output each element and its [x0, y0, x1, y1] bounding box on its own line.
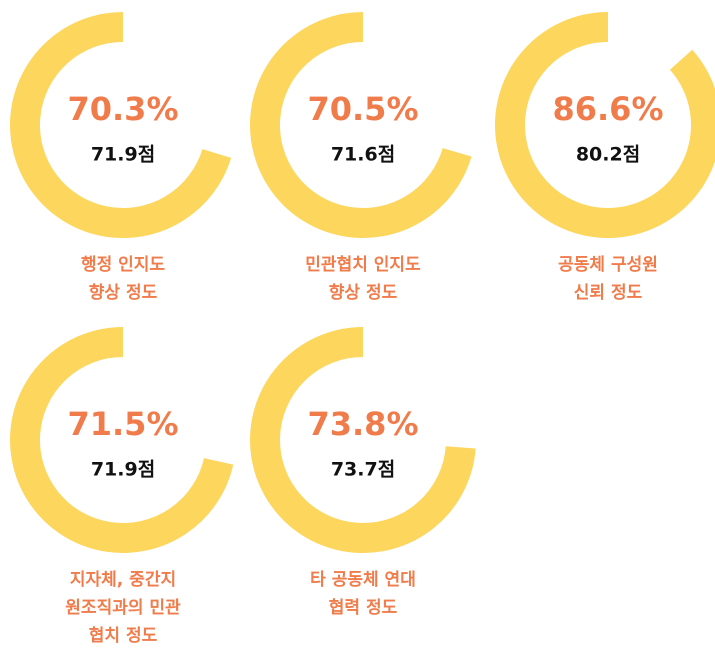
category-label: 공동체 구성원: [558, 255, 658, 275]
score-label: 80.2점: [576, 144, 640, 166]
donut-arc: [10, 12, 232, 238]
category-label: 행정 인지도: [81, 255, 165, 275]
donut-arc: [10, 327, 234, 553]
donut-arc: [495, 12, 715, 238]
category-label: 협치 정도: [89, 625, 158, 646]
percent-label: 86.6%: [552, 90, 663, 128]
category-label: 신뢰 정도: [574, 283, 643, 303]
percent-label: 70.5%: [307, 90, 418, 128]
category-label: 민관협치 인지도: [305, 254, 421, 275]
category-label: 원조직과의 민관: [65, 598, 181, 618]
category-label: 향상 정도: [329, 282, 398, 303]
donut-arc: [250, 327, 476, 553]
category-label: 지자체, 중간지: [70, 570, 176, 590]
score-label: 71.9점: [91, 459, 155, 481]
category-label: 타 공동체 연대: [310, 570, 416, 590]
category-label: 협력 정도: [329, 597, 398, 618]
score-label: 71.6점: [331, 144, 395, 166]
donut-arc: [250, 12, 472, 238]
score-label: 71.9점: [91, 144, 155, 166]
percent-label: 70.3%: [67, 90, 178, 128]
score-label: 73.7점: [331, 459, 395, 481]
category-label: 향상 정도: [89, 282, 158, 303]
percent-label: 71.5%: [67, 405, 178, 443]
percent-label: 73.8%: [307, 405, 418, 443]
